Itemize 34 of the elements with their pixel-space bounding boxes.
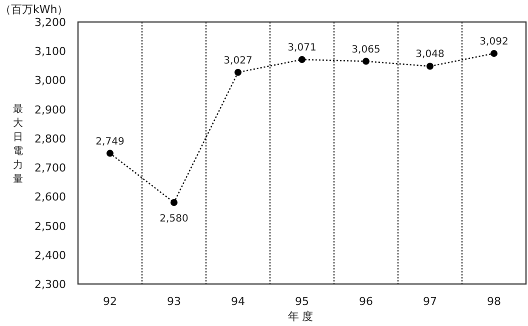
y-tick-label: 2,700 [34,162,66,175]
x-tick-label: 96 [359,295,373,308]
x-tick-label: 93 [167,295,181,308]
x-axis-title: 年度 [288,310,316,323]
y-tick-label: 2,400 [34,248,66,262]
x-tick-label: 95 [295,295,309,308]
y-axis-title: 最大日電力量 [13,104,23,185]
y-tick-label: 2,600 [34,190,66,204]
y-tick-label: 3,200 [34,16,66,29]
point [106,150,114,157]
data-label: 3,092 [480,36,508,48]
y-tick-label: 3,000 [34,74,66,88]
x-tick-label: 98 [487,295,501,308]
y-tick-label: 2,800 [34,132,66,146]
data-label: 3,065 [352,44,380,56]
point [362,58,370,65]
y-tick-label: 3,100 [34,45,66,58]
text: （百万kWh） [0,3,68,16]
data-label: 2,580 [160,213,188,224]
data-label: 3,071 [288,42,316,54]
y-tick-label: 2,300 [34,278,66,291]
data-label: 3,027 [224,55,252,66]
point [234,68,242,76]
y-tick-label: 2,900 [34,103,66,116]
point [298,56,306,64]
point [490,50,498,57]
point [170,198,178,206]
point [426,62,434,70]
x-tick-label: 97 [423,295,437,308]
y-tick-label: 2,500 [34,220,66,233]
data-label: 2,749 [96,136,124,148]
data-label: 3,048 [416,49,444,60]
x-tick-label: 92 [103,295,117,308]
x-tick-label: 94 [231,295,245,308]
